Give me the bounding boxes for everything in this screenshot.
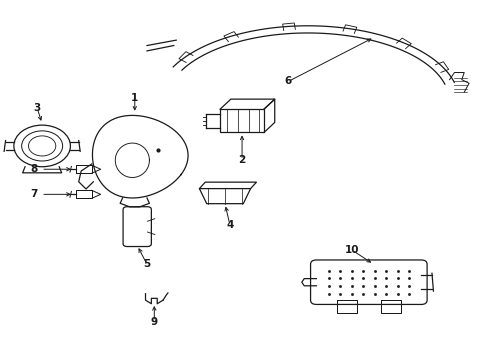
Text: 10: 10: [344, 245, 358, 255]
Text: 6: 6: [284, 76, 291, 86]
Text: 2: 2: [238, 155, 245, 165]
Text: 4: 4: [226, 220, 233, 230]
Text: 9: 9: [150, 317, 158, 327]
Bar: [220, 109, 264, 132]
Text: 3: 3: [34, 103, 41, 113]
Text: 1: 1: [131, 93, 138, 103]
Text: 5: 5: [143, 259, 150, 269]
Text: 8: 8: [30, 164, 38, 174]
Text: 7: 7: [30, 189, 38, 199]
